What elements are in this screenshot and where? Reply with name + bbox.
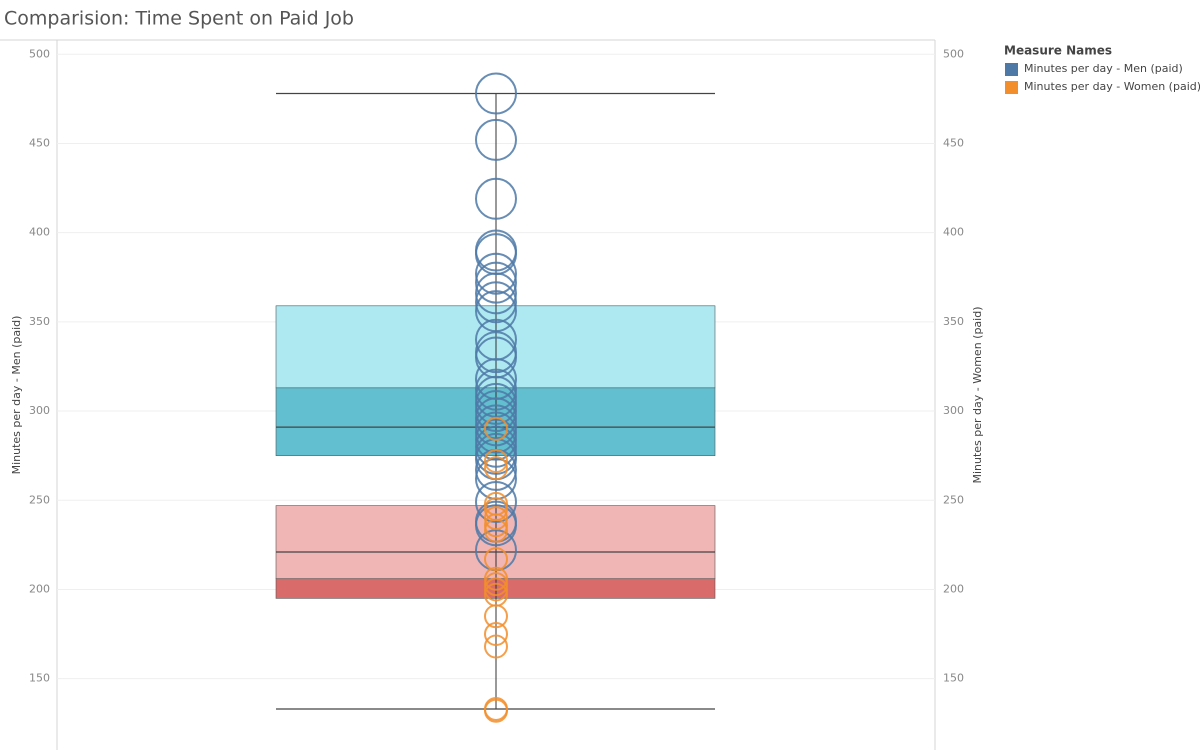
- point: [484, 604, 508, 629]
- point: [475, 72, 517, 115]
- point: [475, 290, 517, 333]
- y-tick-label: 200: [29, 582, 50, 595]
- point: [475, 281, 517, 324]
- y2-tick-label: 350: [943, 315, 964, 328]
- point: [475, 504, 517, 547]
- y2-tick-label: 250: [943, 493, 964, 506]
- point: [475, 425, 517, 468]
- chart-title: Comparision: Time Spent on Paid Job: [4, 8, 354, 30]
- point: [484, 634, 508, 659]
- legend-title: Measure Names: [1004, 44, 1112, 58]
- point: [475, 404, 517, 447]
- y-tick-label: 400: [29, 226, 50, 239]
- y-tick-label: 300: [29, 404, 50, 417]
- point: [475, 118, 517, 161]
- y2-tick-label: 450: [943, 136, 964, 149]
- point: [484, 547, 508, 572]
- y-tick-label: 250: [29, 493, 50, 506]
- point: [484, 506, 508, 531]
- point: [484, 518, 508, 543]
- point: [484, 513, 508, 538]
- y2-tick-label: 150: [943, 672, 964, 685]
- legend-label: Minutes per day - Men (paid): [1024, 62, 1183, 75]
- y-tick-label: 500: [29, 47, 50, 60]
- y-tick-label: 350: [29, 315, 50, 328]
- y2-tick-label: 200: [943, 582, 964, 595]
- point: [475, 177, 517, 220]
- point: [475, 397, 517, 440]
- legend-label: Minutes per day - Women (paid): [1024, 80, 1200, 93]
- point: [475, 375, 517, 418]
- point: [475, 252, 517, 295]
- legend-swatch: [1005, 63, 1018, 76]
- point: [484, 449, 508, 474]
- point: [484, 622, 508, 647]
- y-tick-label: 150: [29, 672, 50, 685]
- y2-tick-label: 400: [943, 226, 964, 239]
- y2-tick-label: 300: [943, 404, 964, 417]
- point: [475, 481, 517, 524]
- point: [484, 416, 508, 441]
- point: [484, 577, 508, 602]
- point: [475, 368, 517, 411]
- point: [484, 456, 508, 481]
- point: [475, 272, 517, 315]
- y-tick-label: 450: [29, 136, 50, 149]
- point: [475, 411, 517, 454]
- y2-axis-title: Minutes per day - Women (paid): [971, 306, 984, 483]
- point: [484, 566, 508, 591]
- point: [484, 698, 508, 723]
- point: [475, 382, 517, 425]
- point: [475, 390, 517, 433]
- legend-swatch: [1005, 81, 1018, 94]
- point: [475, 261, 517, 304]
- y2-tick-label: 500: [943, 47, 964, 60]
- point: [484, 572, 508, 597]
- y-axis-title: Minutes per day - Men (paid): [10, 316, 23, 475]
